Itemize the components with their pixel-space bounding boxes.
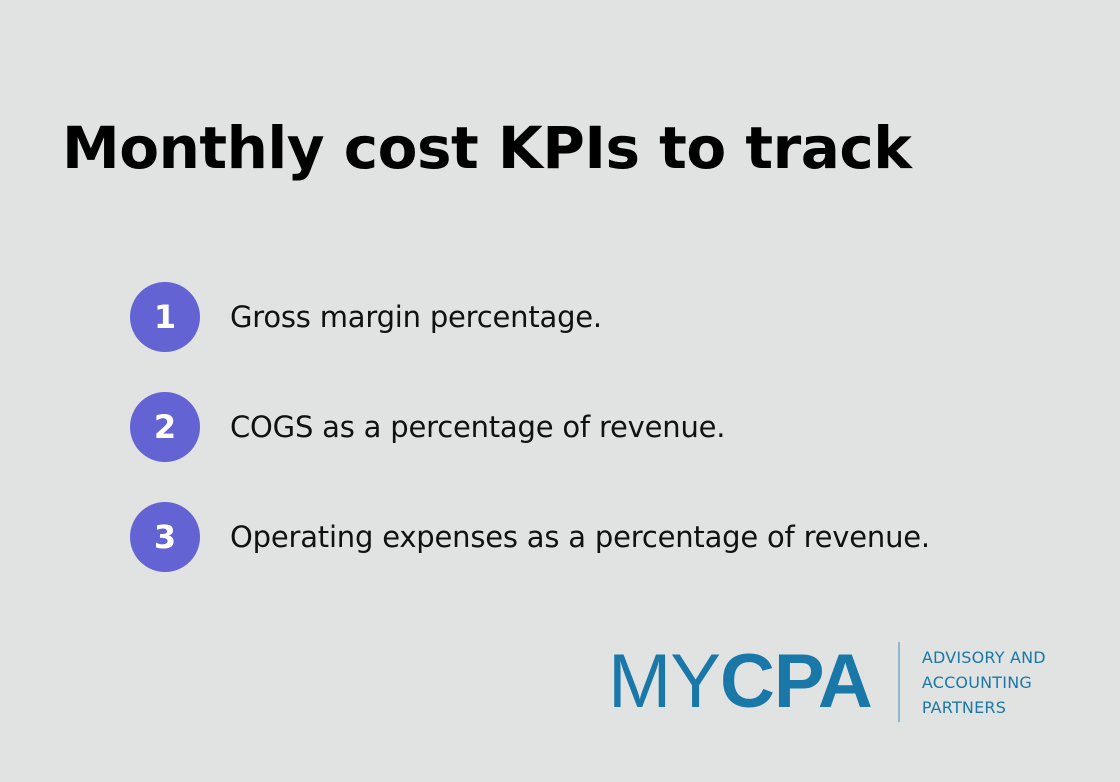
- logo-divider: [897, 642, 900, 722]
- logo-tagline-line: ADVISORY AND: [921, 647, 1046, 667]
- logo-tagline-line: PARTNERS: [921, 697, 1007, 717]
- list-item: 3 Operating expenses as a percentage of …: [130, 502, 930, 572]
- number-badge: 3: [130, 502, 200, 572]
- list-item-text: COGS as a percentage of revenue.: [230, 410, 726, 444]
- brand-logo: MYCPA ADVISORY AND ACCOUNTING PARTNERS: [608, 642, 1046, 722]
- list-item: 2 COGS as a percentage of revenue.: [130, 392, 930, 462]
- list-item-text: Operating expenses as a percentage of re…: [230, 520, 930, 554]
- number-badge: 2: [130, 392, 200, 462]
- logo-tagline-line: ACCOUNTING: [921, 672, 1032, 692]
- logo-wordmark-bold: CPA: [720, 639, 873, 724]
- list-item-text: Gross margin percentage.: [230, 300, 602, 334]
- list-item: 1 Gross margin percentage.: [130, 282, 930, 352]
- logo-wordmark-light: MY: [608, 639, 721, 724]
- number-badge: 1: [130, 282, 200, 352]
- logo-wordmark: MYCPA: [608, 639, 873, 724]
- logo-tagline: ADVISORY AND ACCOUNTING PARTNERS: [922, 645, 1046, 720]
- kpi-list: 1 Gross margin percentage. 2 COGS as a p…: [130, 282, 930, 612]
- page-title: Monthly cost KPIs to track: [62, 114, 912, 182]
